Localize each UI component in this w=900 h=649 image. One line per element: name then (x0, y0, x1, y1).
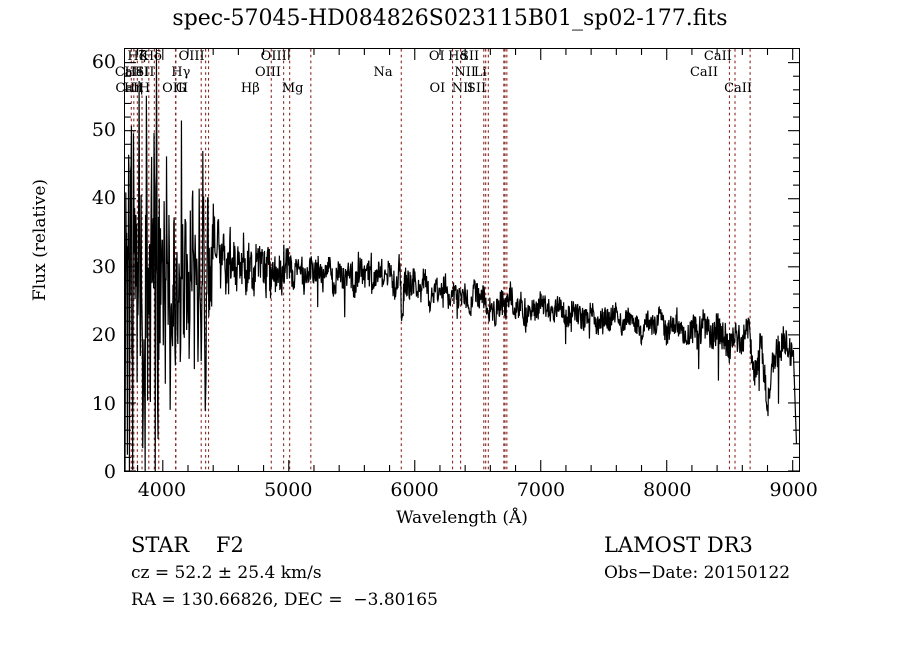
x-tick-label: 5000 (264, 479, 313, 501)
x-tick-label: 9000 (769, 479, 818, 501)
observation-date: Obs−Date: 20150122 (604, 563, 791, 583)
plot-inner (125, 49, 799, 471)
spectrum-trace-layer (125, 49, 799, 471)
line-marker-layer (125, 49, 799, 471)
y-axis-tick-labels: 0 10 20 30 40 50 60 (68, 0, 116, 649)
y-tick-label: 20 (91, 324, 116, 347)
x-axis-tick-labels: 4000 5000 6000 7000 8000 9000 (0, 481, 900, 507)
axis-tick-layer (125, 49, 799, 471)
y-tick-label: 40 (91, 187, 116, 210)
x-tick-label: 4000 (137, 479, 187, 501)
object-type-and-class: STAR F2 (131, 533, 244, 557)
footer-left-block: STAR F2 cz = 52.2 ± 25.4 km/s RA = 130.6… (131, 530, 551, 614)
x-tick-label: 7000 (516, 479, 566, 501)
radial-velocity: cz = 52.2 ± 25.4 km/s (131, 563, 322, 583)
x-tick-label: 8000 (643, 479, 692, 501)
footer-right-block: LAMOST DR3 Obs−Date: 20150122 (604, 530, 894, 587)
y-tick-label: 0 (103, 461, 116, 483)
y-tick-label: 60 (91, 50, 116, 73)
plot-area (124, 48, 800, 472)
y-axis-title: Flux (relative) (30, 178, 50, 302)
y-tick-label: 30 (91, 255, 116, 278)
x-axis-title: Wavelength (Å) (396, 508, 528, 528)
coordinates: RA = 130.66826, DEC = −3.80165 (131, 590, 438, 610)
survey-name: LAMOST DR3 (604, 533, 753, 557)
page-title: spec-57045-HD084826S023115B01_sp02-177.f… (172, 6, 728, 31)
x-tick-label: 6000 (390, 479, 439, 501)
y-tick-label: 10 (91, 392, 116, 415)
y-tick-label: 50 (91, 119, 116, 142)
